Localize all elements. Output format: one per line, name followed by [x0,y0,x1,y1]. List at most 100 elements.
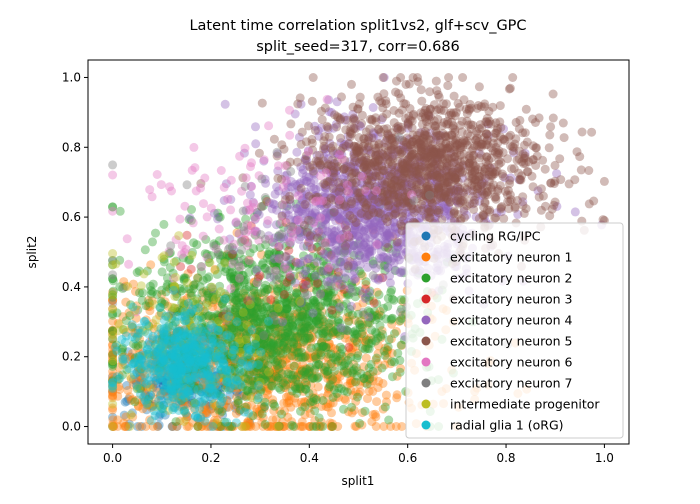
data-point [197,422,207,431]
data-point [119,410,129,420]
data-point [264,384,274,394]
data-point [266,295,276,305]
data-point [292,283,302,293]
data-point [327,408,336,418]
data-point [449,147,459,157]
data-point [386,334,396,344]
data-point [140,379,150,389]
data-point [330,328,340,338]
data-point [259,402,269,412]
data-point [162,339,172,348]
data-point [307,374,317,384]
data-point [181,312,191,321]
data-point [164,370,174,379]
data-point [276,364,286,374]
data-point [300,199,310,209]
data-point [148,287,158,297]
data-point [167,332,176,341]
data-point [316,106,326,116]
data-point [361,280,371,289]
data-point [148,401,158,411]
data-point [328,371,338,381]
data-point [165,396,175,406]
data-point [123,386,133,395]
data-point [215,408,225,418]
data-point [176,364,186,374]
data-point [108,412,118,422]
data-point [193,383,203,393]
data-point [347,378,357,388]
data-point [261,365,271,375]
chart-title-line-2: split_seed=317, corr=0.686 [256,39,460,55]
data-point [243,329,253,339]
data-point [231,403,241,413]
data-point [181,382,191,392]
data-point [203,422,213,431]
data-point [216,389,225,399]
data-point [428,161,438,171]
data-point [112,376,122,386]
data-point [164,351,174,361]
data-point [531,143,541,153]
data-point [229,422,239,431]
data-point [170,357,180,366]
data-point [168,374,178,384]
data-point [366,149,376,158]
data-point [180,384,190,394]
data-point [245,190,255,200]
data-point [157,395,167,405]
data-point [316,289,325,299]
data-point [365,124,375,134]
data-point [325,399,335,409]
data-point [386,256,396,266]
data-point [170,381,180,391]
data-point [301,266,311,276]
data-point [241,390,251,400]
data-point [329,207,339,217]
data-point [295,352,304,361]
data-point [195,383,205,393]
data-point [181,415,191,424]
data-point [318,422,328,431]
data-point [134,402,143,411]
data-point [364,386,374,396]
data-point [266,422,276,431]
data-point [277,359,287,369]
data-point [431,76,441,86]
data-point [222,318,232,328]
data-point [129,354,139,364]
data-point [518,192,528,202]
data-point [193,422,203,431]
data-point [192,380,202,390]
data-point [159,219,169,229]
data-point [119,418,129,428]
data-point [292,147,302,157]
data-point [213,420,223,430]
data-point [154,412,164,422]
data-point [349,275,359,285]
data-point [191,374,201,384]
data-point [311,352,321,362]
data-point [273,335,283,345]
data-point [310,373,319,383]
data-point [540,164,550,174]
data-point [156,335,166,345]
data-point [239,391,249,401]
data-point [336,133,345,143]
data-point [441,99,451,109]
data-point [224,342,234,352]
data-point [257,288,267,298]
data-point [232,375,242,384]
data-point [546,122,556,132]
data-point [204,272,214,282]
data-point [230,355,240,365]
data-point [317,337,327,347]
data-point [302,368,312,378]
data-point [266,309,276,318]
data-point [183,411,192,421]
data-point [297,402,307,412]
data-point [203,369,213,379]
data-point [179,365,189,375]
data-point [195,364,205,374]
data-point [257,98,267,108]
